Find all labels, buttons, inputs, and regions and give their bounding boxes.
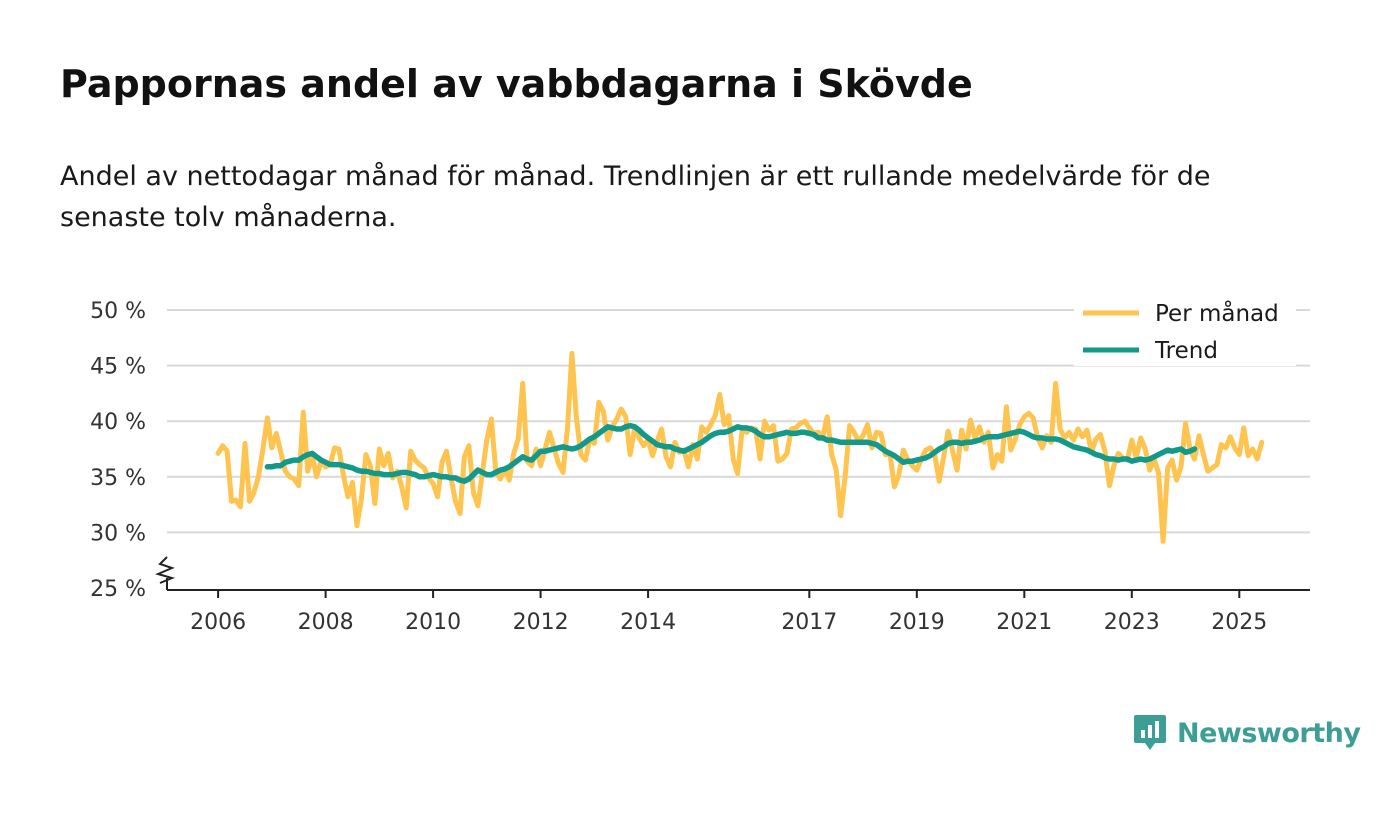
y-axis-break-icon bbox=[155, 556, 176, 584]
newsworthy-logo-icon bbox=[1134, 715, 1166, 750]
legend-background bbox=[1074, 294, 1296, 366]
chart-title: Pappornas andel av vabbdagarna i Skövde bbox=[60, 62, 973, 106]
x-tick-label: 2010 bbox=[405, 610, 461, 635]
x-tick-label: 2023 bbox=[1104, 610, 1160, 635]
x-tick-label: 2019 bbox=[889, 610, 945, 635]
legend-label-monthly: Per månad bbox=[1155, 299, 1279, 327]
x-tick-label: 2021 bbox=[996, 610, 1052, 635]
x-tick-label: 2012 bbox=[513, 610, 569, 635]
y-tick-label: 30 % bbox=[90, 521, 146, 546]
series bbox=[215, 350, 1265, 544]
y-tick-label: 40 % bbox=[90, 410, 146, 435]
x-tick-label: 2006 bbox=[190, 610, 246, 635]
y-tick-label: 45 % bbox=[90, 355, 146, 380]
chart-subtitle: Andel av nettodagar månad för månad. Tre… bbox=[60, 161, 1211, 233]
legend: Per månad Trend bbox=[1074, 294, 1296, 366]
y-tick-label: 35 % bbox=[90, 466, 146, 491]
x-axis: 2006 2008 2010 2012 2014 2017 2019 2021 2023 2025 bbox=[155, 556, 1310, 635]
x-tick-label: 2017 bbox=[781, 610, 837, 635]
x-tick-label: 2014 bbox=[620, 610, 676, 635]
y-tick-label: 50 % bbox=[90, 299, 146, 324]
x-tick-label: 2025 bbox=[1211, 610, 1267, 635]
newsworthy-logo-text: Newsworthy bbox=[1177, 717, 1361, 749]
legend-label-trend: Trend bbox=[1154, 338, 1218, 364]
y-axis-labels: 25 % 30 % 35 % 40 % 45 % 50 % bbox=[90, 299, 146, 602]
newsworthy-logo: Newsworthy bbox=[1133, 712, 1361, 754]
y-tick-label: 25 % bbox=[90, 577, 146, 602]
x-tick-label: 2008 bbox=[298, 610, 354, 635]
series-line-monthly bbox=[215, 350, 1265, 544]
series-line-trend bbox=[264, 422, 1198, 484]
